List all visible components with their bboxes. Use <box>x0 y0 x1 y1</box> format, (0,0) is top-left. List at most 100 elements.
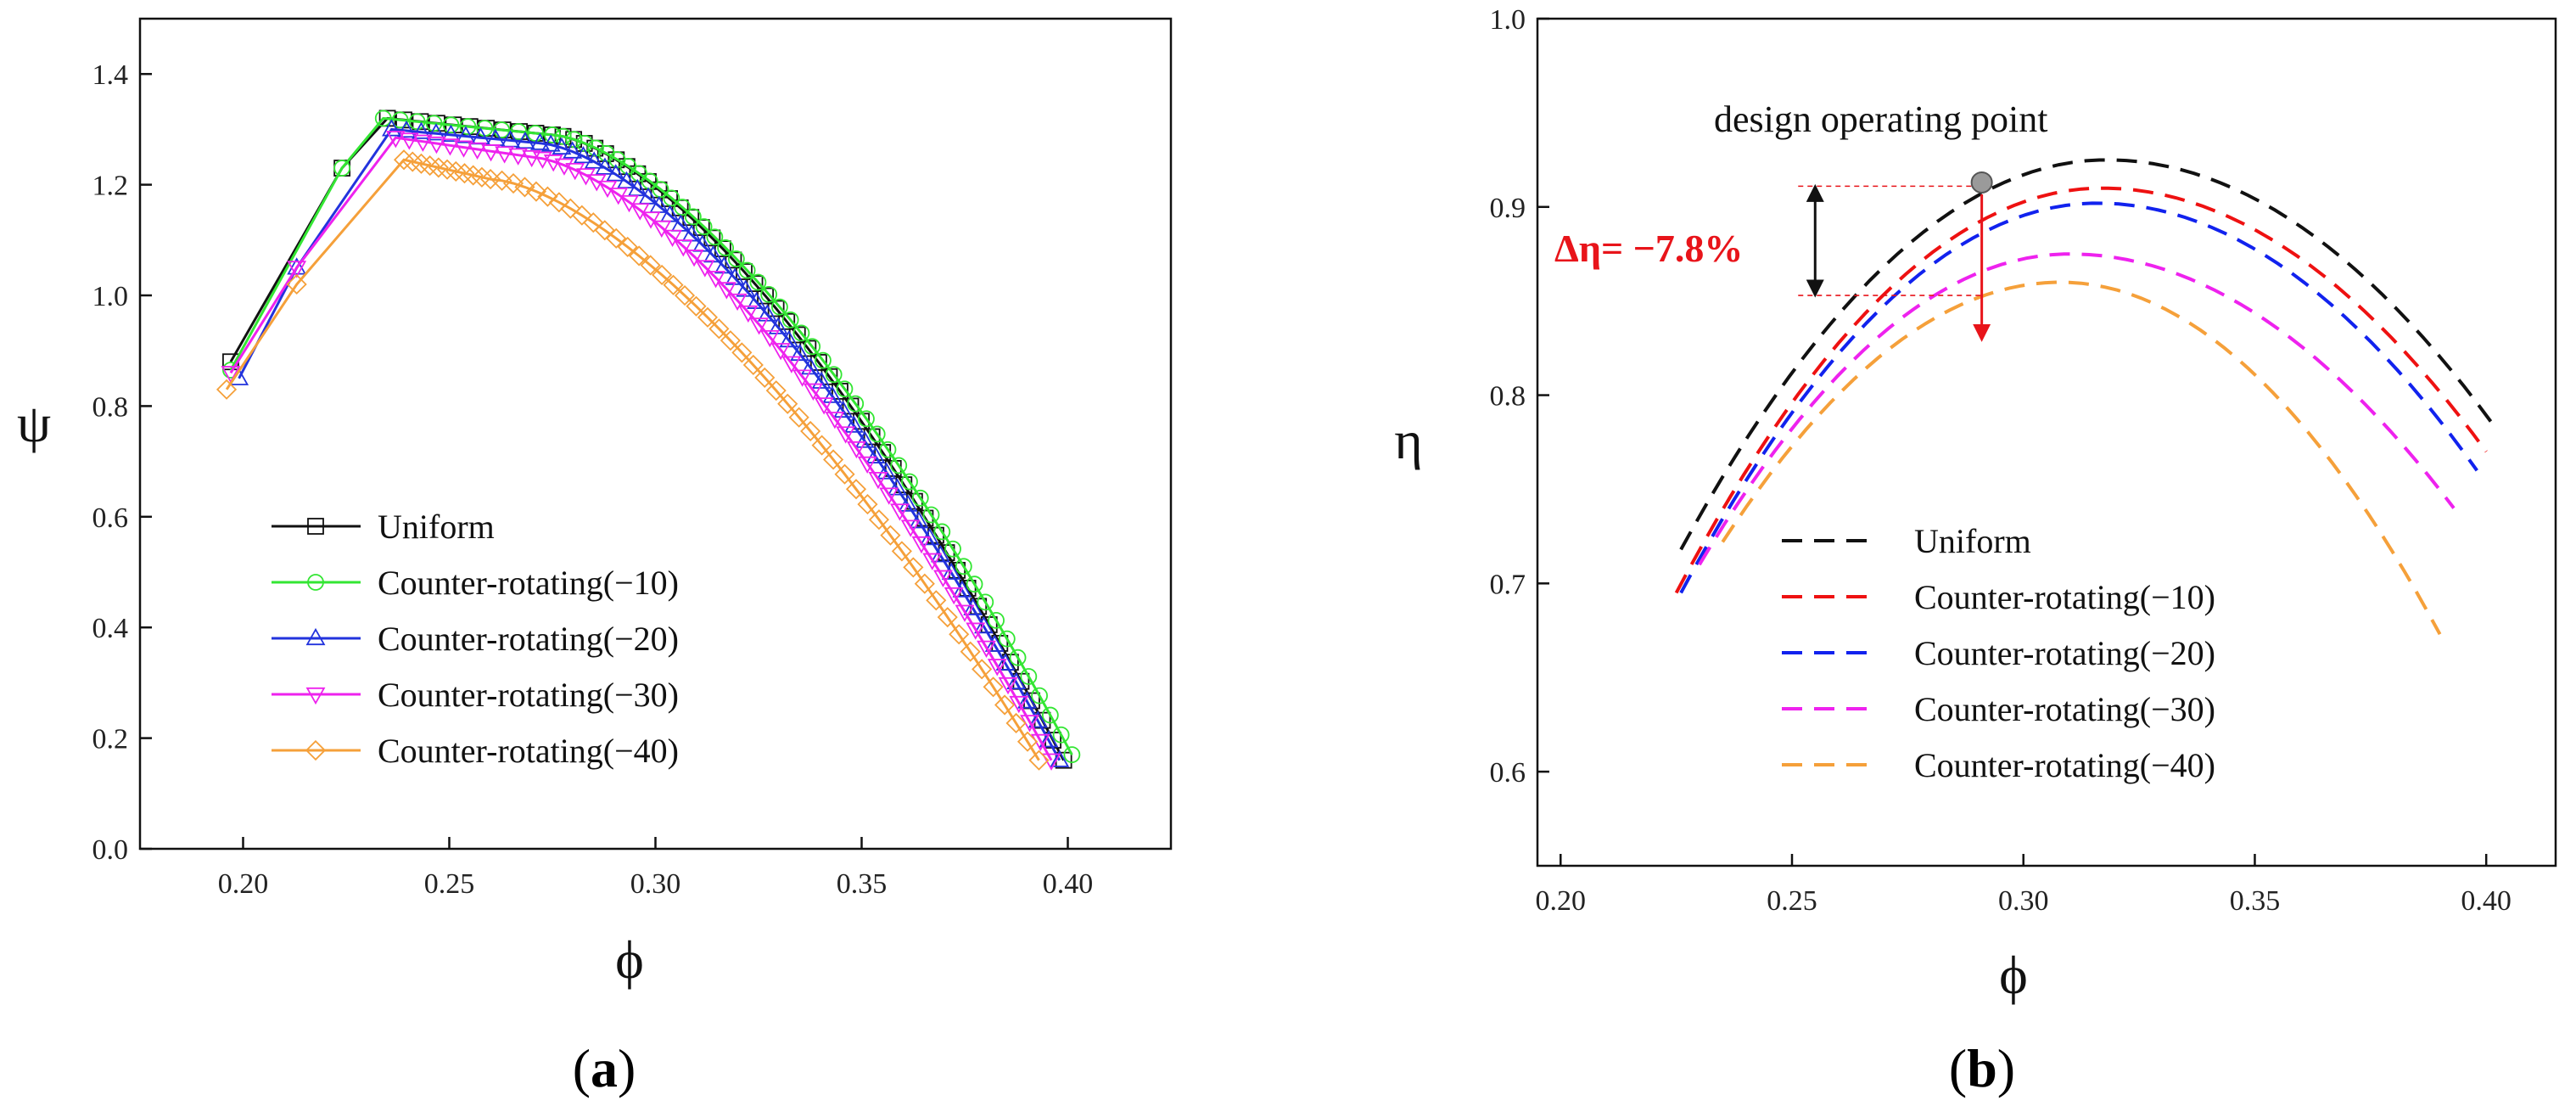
plot-a-data-point <box>952 580 972 598</box>
plot-a-y-axis-label: ψ <box>17 393 51 453</box>
plot-b-series-line-1 <box>1674 186 2488 594</box>
plot-a-series-line <box>238 127 1061 761</box>
plot-a-data-point <box>529 132 550 150</box>
plot-a-data-point <box>833 400 854 418</box>
plot-a-data-point <box>495 146 515 164</box>
plot-a-data-point <box>462 165 484 186</box>
plot-a-data-point <box>617 236 638 257</box>
plot-a-data-point <box>548 192 569 213</box>
plot-a-data-point <box>781 356 802 373</box>
plot-a-data-point <box>584 151 604 169</box>
plot-b-x-tick-label: 0.25 <box>1767 885 1817 917</box>
plot-a-data-point <box>508 148 529 166</box>
plot-a-data-point <box>540 134 561 152</box>
plot-a-y-tick-label: 0.4 <box>92 613 129 644</box>
plot-a-data-point <box>727 293 748 312</box>
legend-a-entry: Counter-rotating(−20) <box>272 620 679 658</box>
panel-b-letter: b <box>1967 1038 1997 1098</box>
plot-a-x-tick-label: 0.40 <box>1043 868 1094 900</box>
plot-a-data-point <box>426 123 446 141</box>
plot-a-data-point <box>514 177 535 198</box>
plot-a-data-point <box>686 295 707 317</box>
plot-a-data-point <box>412 134 433 152</box>
plot-a-data-point <box>865 446 886 463</box>
plot-a-data-point <box>966 575 983 593</box>
plot-a-data-point <box>674 199 691 216</box>
plot-a-data-point <box>411 153 432 174</box>
plot-b-legend: Uniform Counter-rotating(−10) Counter-rota… <box>1782 522 2215 784</box>
plot-a-x-tick-label: 0.20 <box>218 868 269 900</box>
plot-a-data-point <box>1028 710 1048 728</box>
plot-a-data-point <box>792 369 813 387</box>
plot-a-data-point <box>955 604 975 622</box>
plot-a-data-point <box>933 570 953 587</box>
plot-a-data-point <box>1009 695 1029 714</box>
plot-a-data-point <box>998 677 1018 695</box>
panel-b: 0.20 0.25 0.30 0.35 0.40 0.6 0.7 0.8 0.9 1.0 des… <box>1394 4 2557 1098</box>
plot-a-data-point <box>879 441 897 458</box>
plot-a-data-point <box>399 132 419 150</box>
plot-a-data-point <box>583 212 604 233</box>
plot-a-data-point <box>391 111 409 129</box>
plot-a-data-point <box>1005 712 1027 734</box>
plot-a-y-tick-label: 1.4 <box>92 59 129 91</box>
plot-b-series <box>1674 158 2493 636</box>
plot-a-data-point <box>493 121 511 138</box>
legend-b-label: Counter-rotating(−40) <box>1914 746 2215 784</box>
plot-a-data-point <box>754 367 776 388</box>
plot-a-data-point <box>695 260 715 278</box>
plot-a-series-2 <box>229 119 1070 767</box>
plot-a-data-point <box>1006 671 1027 690</box>
plot-a-data-point <box>974 615 994 634</box>
plot-a-data-point <box>571 205 592 226</box>
plot-a-data-point <box>868 471 888 490</box>
plot-a-data-point <box>374 109 392 127</box>
plot-a-data-point <box>972 659 993 680</box>
legend-b-entry: Counter-rotating(−10) <box>1782 578 2215 616</box>
plot-b-y-tick-label: 0.7 <box>1490 569 1526 600</box>
plot-a-x-tick-label: 0.35 <box>837 868 888 900</box>
plot-a-data-point <box>708 318 730 340</box>
plot-a-x-ticks: 0.20 0.25 0.30 0.35 0.40 <box>218 837 1094 900</box>
legend-a-marker <box>307 518 324 535</box>
plot-a-data-point <box>804 338 821 356</box>
design-point-label: design operating point <box>1714 98 2048 140</box>
plot-a-data-point <box>1016 731 1039 752</box>
plot-a-data-point <box>716 282 736 300</box>
plot-a-data-point <box>836 426 856 444</box>
plot-a-data-point <box>843 415 864 433</box>
plot-a-data-point <box>425 115 443 132</box>
plot-a-data-point <box>847 395 865 413</box>
plot-a-data-point <box>537 186 558 207</box>
plot-a-data-point <box>1028 749 1050 771</box>
plot-a-series-3 <box>221 131 1061 771</box>
plot-a-data-point <box>491 170 512 191</box>
plot-a-data-point <box>385 131 406 149</box>
plot-a-y-tick-label: 0.2 <box>92 724 129 755</box>
plot-a-data-point <box>880 525 901 546</box>
plot-a-data-point <box>731 342 753 363</box>
plot-a-data-point <box>560 198 581 219</box>
legend-a-entry: Counter-rotating(−30) <box>272 676 679 714</box>
plot-a-data-point <box>887 478 907 496</box>
plot-a-data-point <box>333 160 351 177</box>
plot-a-data-point <box>286 273 307 295</box>
plot-a-y-ticks: 0.0 0.2 0.4 0.6 0.8 1.0 1.2 1.4 <box>92 59 152 866</box>
plot-a-data-point <box>652 181 669 199</box>
plot-a-data-point <box>1052 726 1070 744</box>
plot-a-data-point <box>949 624 970 645</box>
plot-a-data-point <box>396 120 417 138</box>
plot-a-data-point <box>960 641 981 662</box>
plot-a-series-0 <box>222 109 1072 769</box>
legend-a-marker <box>307 574 324 591</box>
plot-a-data-point <box>606 227 627 249</box>
plot-a-y-tick-label: 0.8 <box>92 391 129 423</box>
plot-a-data-point <box>606 164 626 182</box>
plot-a-data-point <box>857 456 877 474</box>
plot-a-data-point <box>790 343 810 362</box>
plot-a-data-point <box>994 694 1016 716</box>
plot-a-data-point <box>757 304 777 322</box>
panel-a-label: (a) <box>573 1038 636 1098</box>
legend-b-label: Counter-rotating(−10) <box>1914 578 2215 616</box>
legend-a-label: Counter-rotating(−30) <box>378 676 679 714</box>
